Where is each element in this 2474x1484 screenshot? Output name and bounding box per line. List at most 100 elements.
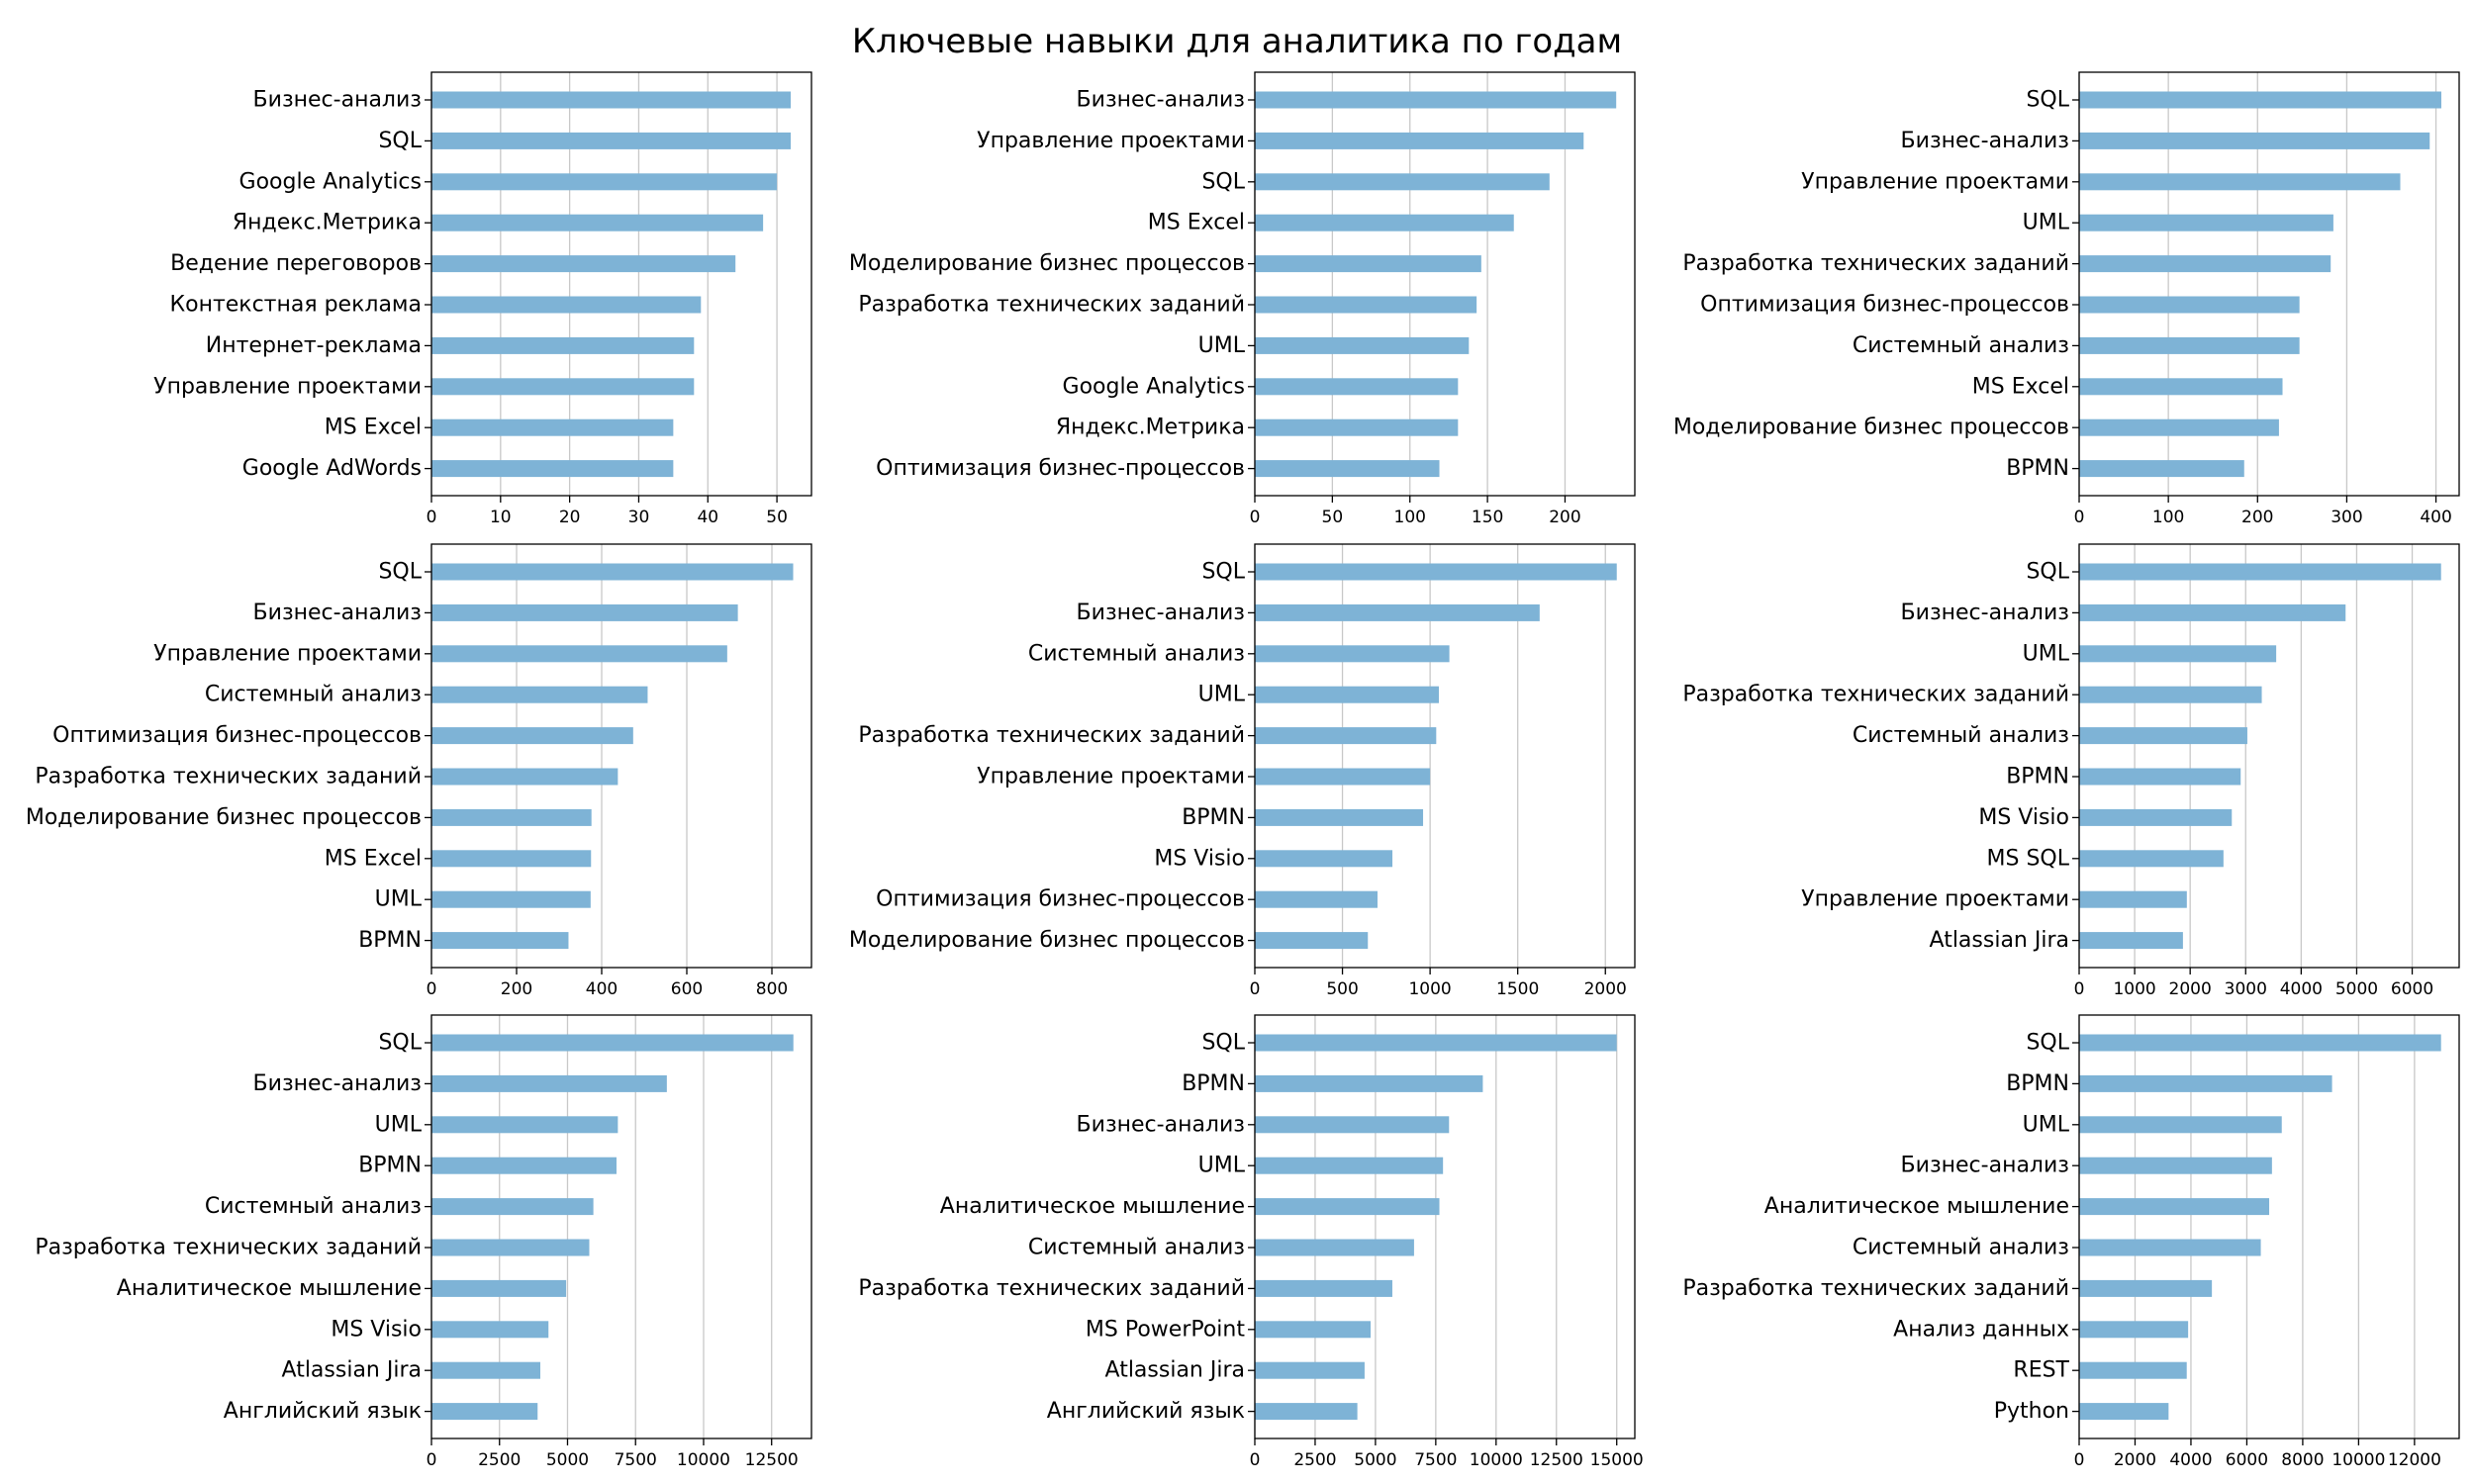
category-label: Управление проектами: [1801, 169, 2069, 194]
category-label: SQL: [378, 129, 422, 153]
bar: [1255, 418, 1459, 436]
category-label: Управление проектами: [977, 765, 1245, 789]
x-tick-label: 40: [697, 508, 718, 527]
bar: [431, 296, 702, 314]
bar: [431, 255, 736, 273]
bar: [1255, 1403, 1358, 1421]
bar: [1255, 1198, 1440, 1216]
bar: [1255, 460, 1440, 478]
bar: [1255, 173, 1550, 191]
bar: [431, 603, 738, 621]
category-label: MS Visio: [331, 1317, 422, 1342]
category-label: Разработка технических заданий: [1682, 1276, 2069, 1301]
category-label: SQL: [1201, 169, 1245, 194]
bar: [431, 460, 674, 478]
category-label: BPMN: [1182, 805, 1245, 830]
x-tick-label: 2500: [1293, 1450, 1336, 1470]
bar: [431, 418, 674, 436]
x-tick-label: 1000: [2113, 979, 2155, 999]
x-tick-label: 2000: [2114, 1450, 2156, 1470]
plot-frame: [2078, 71, 2460, 497]
category-label: Бизнес-анализ: [1077, 601, 1245, 625]
bar: [2079, 1074, 2332, 1092]
category-label: Google Analytics: [1063, 374, 1245, 399]
bar: [1255, 132, 1584, 149]
bar: [1255, 336, 1470, 354]
x-tick-label: 0: [1250, 508, 1261, 527]
category-label: Разработка технических заданий: [1682, 251, 2069, 276]
subplot-4: SQL Бизнес-анализ Управление проектами Сист…: [26, 543, 812, 999]
bar: [2079, 460, 2244, 478]
x-tick-label: 150: [1472, 508, 1503, 527]
bar: [2079, 255, 2331, 273]
subplot-5: SQL Бизнес-анализ Системный анализ UML Разра…: [849, 543, 1636, 999]
bar: [431, 91, 792, 109]
x-tick-label: 2500: [478, 1450, 521, 1470]
x-tick-label: 12500: [745, 1450, 799, 1470]
category-label: SQL: [1201, 1031, 1245, 1056]
x-tick-label: 0: [2074, 508, 2085, 527]
x-tick-label: 400: [586, 979, 618, 999]
bar: [2079, 890, 2187, 908]
x-tick-label: 15000: [1590, 1450, 1644, 1470]
bar: [431, 808, 592, 826]
bar: [1255, 1157, 1444, 1174]
category-label: UML: [2023, 641, 2070, 666]
plot-frame: [430, 1014, 812, 1439]
category-label: UML: [1198, 683, 1246, 707]
plot-frame: [1254, 71, 1636, 497]
category-label: Моделирование бизнес процессов: [1673, 416, 2069, 440]
category-label: Системный анализ: [1853, 1236, 2069, 1260]
bar: [2079, 727, 2247, 745]
category-label: Бизнес-анализ: [253, 1071, 422, 1096]
x-tick-label: 0: [427, 508, 437, 527]
x-tick-label: 0: [2074, 979, 2085, 999]
category-label: Google Analytics: [239, 169, 422, 194]
x-tick-label: 7500: [615, 1450, 657, 1470]
bar: [1255, 1361, 1365, 1379]
category-label: Бизнес-анализ: [1077, 88, 1245, 113]
category-label: Управление проектами: [153, 374, 422, 399]
bar: [2079, 1403, 2169, 1421]
subplot-9: SQL BPMN UML Бизнес-анализ Аналитическое мыш…: [1682, 1014, 2460, 1470]
bar: [1255, 91, 1617, 109]
category-label: Бизнес-анализ: [1901, 129, 2069, 153]
bar: [431, 336, 695, 354]
x-tick-label: 400: [2420, 508, 2451, 527]
category-label: Оптимизация бизнес-процессов: [876, 456, 1245, 481]
category-label: Моделирование бизнес процессов: [26, 805, 422, 830]
category-label: MS PowerPoint: [1086, 1317, 1245, 1342]
x-tick-label: 12500: [1530, 1450, 1583, 1470]
category-label: SQL: [2026, 88, 2069, 113]
x-tick-label: 2000: [1584, 979, 1627, 999]
bar: [1255, 296, 1477, 314]
x-tick-label: 0: [427, 979, 437, 999]
bar: [431, 1239, 590, 1256]
category-label: MS Excel: [1148, 211, 1245, 235]
x-tick-label: 10000: [677, 1450, 730, 1470]
bar: [431, 132, 792, 149]
x-tick-label: 0: [1250, 1450, 1261, 1470]
bar: [1255, 378, 1459, 396]
category-label: Бизнес-анализ: [1077, 1112, 1245, 1137]
category-label: UML: [375, 1112, 423, 1137]
category-label: Системный анализ: [1853, 723, 2069, 748]
bar: [1255, 1239, 1414, 1256]
category-label: Atlassian Jira: [1105, 1358, 1245, 1383]
category-label: REST: [2013, 1358, 2069, 1383]
category-label: UML: [375, 887, 423, 912]
bar: [431, 1034, 794, 1052]
bar: [431, 1198, 594, 1216]
x-tick-label: 200: [501, 979, 532, 999]
x-tick-label: 4000: [2169, 1450, 2212, 1470]
category-label: Бизнес-анализ: [253, 88, 422, 113]
bar: [431, 932, 569, 950]
category-label: Системный анализ: [1853, 333, 2069, 358]
bar: [1255, 768, 1431, 786]
plot-frame: [430, 71, 812, 497]
bar: [431, 727, 633, 745]
category-label: Оптимизация бизнес-процессов: [52, 723, 422, 748]
x-tick-label: 600: [671, 979, 703, 999]
bar: [2079, 214, 2333, 232]
x-tick-label: 100: [2152, 508, 2184, 527]
